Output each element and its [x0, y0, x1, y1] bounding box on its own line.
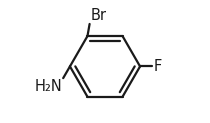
Text: H₂N: H₂N	[35, 79, 63, 94]
Text: F: F	[153, 59, 161, 74]
Text: Br: Br	[90, 8, 106, 23]
